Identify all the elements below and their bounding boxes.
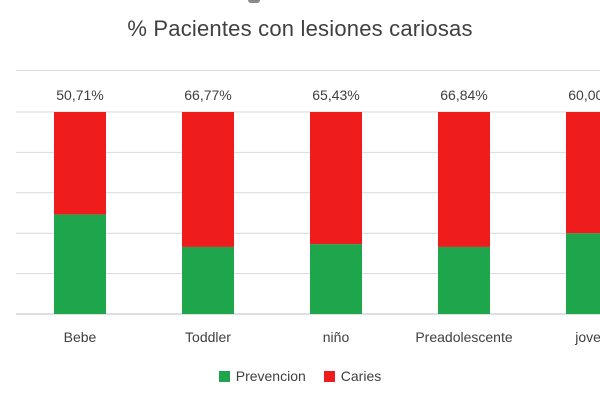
chart-legend: Prevencion Caries [0,368,600,384]
chart-top-border [16,70,600,71]
bar-caries-0 [54,112,106,215]
bar-prevencion-0 [54,214,106,314]
data-label-4: 60,00% [568,87,600,103]
chart-title: % Pacientes con lesiones cariosas [127,16,473,41]
data-label-3: 66,84% [440,87,487,103]
data-label-1: 66,77% [184,87,231,103]
cropped-glyph [248,0,260,3]
legend-label-prevencion: Prevencion [235,368,306,384]
bar-caries-2 [310,112,362,245]
legend-item-caries: Caries [323,368,382,384]
category-label-0: Bebe [64,329,97,345]
bar-prevencion-1 [182,246,234,314]
top-crop-sliver [0,0,600,6]
bar-caries-3 [438,112,490,247]
bar-caries-1 [182,112,234,247]
bar-prevencion-3 [438,246,490,314]
category-label-2: niño [323,329,350,345]
category-label-4: joven [574,329,600,345]
bar-prevencion-4 [566,233,600,314]
bar-caries-4 [566,112,600,234]
legend-swatch-caries [323,370,335,382]
legend-item-prevencion: Prevencion [218,368,306,384]
data-label-0: 50,71% [56,87,103,103]
legend-swatch-prevencion [218,370,230,382]
bar-prevencion-2 [310,244,362,314]
data-label-2: 65,43% [312,87,359,103]
category-label-3: Preadolescente [415,329,513,345]
category-label-1: Toddler [185,329,231,345]
legend-label-caries: Caries [340,368,382,384]
